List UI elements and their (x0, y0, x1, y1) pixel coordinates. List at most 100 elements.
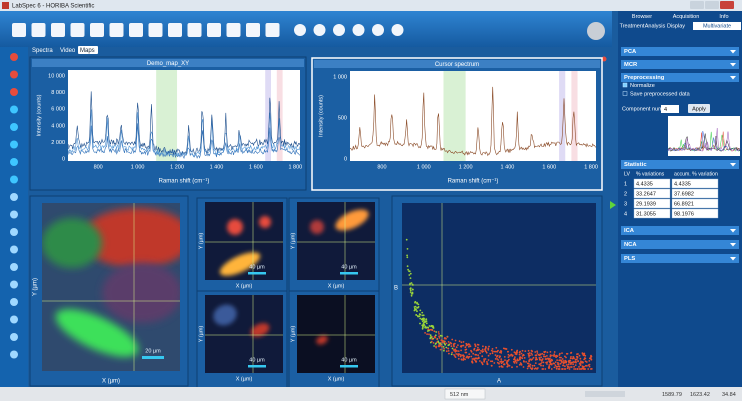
side-tool-icon[interactable] (10, 105, 18, 114)
side-tool-icon[interactable] (10, 53, 18, 61)
view-tab[interactable]: Maps (80, 48, 95, 54)
toolbar-icon[interactable] (129, 23, 143, 37)
table-cell-text: 4.4335 (636, 181, 653, 187)
scatter-dot (494, 354, 497, 356)
section-header[interactable] (621, 226, 739, 235)
side-tool-icon[interactable] (10, 88, 18, 96)
y-tick-label: 10 000 (48, 73, 65, 79)
scatter-dot (484, 349, 487, 352)
scatter-dot (431, 329, 434, 332)
preview-curve (667, 130, 741, 152)
scatter-dot (584, 360, 587, 363)
section-header[interactable] (621, 47, 739, 56)
scale-label: 40 µm (249, 264, 265, 270)
side-tool-icon[interactable] (10, 315, 18, 324)
scatter-dot (432, 342, 435, 344)
expand-arrow[interactable] (610, 201, 616, 209)
toolbar-icon[interactable] (148, 23, 163, 37)
scatter-dot (526, 367, 529, 370)
number-input[interactable] (661, 105, 679, 113)
scatter-dot (525, 361, 527, 363)
side-tool-icon[interactable] (10, 280, 18, 289)
map-blob (250, 323, 270, 337)
scatter-dot (541, 368, 544, 370)
toolbar-icon[interactable] (207, 23, 221, 37)
section-header[interactable] (621, 254, 739, 263)
panel-tab[interactable]: Analysis (645, 23, 666, 29)
side-tool-icon[interactable] (10, 245, 18, 254)
side-tool-icon[interactable] (10, 350, 18, 359)
toolbar-icon[interactable] (226, 23, 241, 37)
scatter-dot (530, 352, 533, 355)
section-header[interactable] (621, 60, 739, 69)
scatter-dot (481, 355, 484, 358)
scatter-dot (474, 357, 477, 360)
checkbox[interactable] (622, 91, 628, 96)
side-tool-icon[interactable] (10, 210, 18, 219)
panel-tab[interactable]: Browser (632, 14, 652, 20)
side-tool-icon[interactable] (10, 123, 18, 131)
scatter-dot (528, 360, 530, 363)
window-button[interactable] (720, 1, 734, 9)
side-tool-icon[interactable] (10, 140, 18, 149)
toolbar-icon[interactable] (372, 24, 384, 36)
toolbar-icon[interactable] (51, 23, 65, 37)
window-button[interactable] (705, 1, 719, 9)
panel-tab[interactable]: Display (667, 23, 685, 29)
side-tool-icon[interactable] (10, 193, 18, 201)
toolbar-icon[interactable] (109, 23, 124, 37)
table-cell-text: 33.2647 (636, 191, 656, 197)
toolbar-icon[interactable] (352, 24, 365, 36)
toolbar-icon[interactable] (187, 23, 202, 37)
side-tool-icon[interactable] (10, 333, 18, 341)
panel-title: Demo_map_XY (147, 61, 189, 67)
panel-tab[interactable]: Info (719, 14, 728, 20)
panel-tab[interactable]: Multivariate (703, 23, 731, 29)
side-tool-icon[interactable] (10, 175, 18, 184)
panel-tab[interactable]: Acquisition (673, 14, 700, 20)
checkbox[interactable] (622, 82, 628, 88)
scatter-dot (500, 350, 503, 353)
toolbar-icon[interactable] (294, 24, 306, 36)
side-tool-icon[interactable] (10, 228, 18, 236)
view-tab[interactable]: Spectra (32, 48, 53, 54)
side-tool-icon[interactable] (10, 263, 18, 271)
section-header[interactable] (621, 73, 739, 82)
scatter-dot (455, 346, 458, 349)
section-header[interactable] (621, 160, 739, 169)
scatter-dot (584, 368, 587, 370)
scatter-dot (480, 349, 482, 352)
toolbar-icon[interactable] (265, 23, 280, 37)
scatter-dot (447, 341, 450, 343)
toolbar-icon[interactable] (246, 23, 260, 37)
side-tool-icon[interactable] (10, 158, 18, 166)
section-arrow (730, 163, 736, 167)
plot-area (350, 71, 596, 161)
side-tool-icon[interactable] (10, 70, 18, 79)
scatter-dot (561, 352, 563, 354)
scatter-dot (564, 365, 566, 368)
apply-button[interactable] (688, 104, 710, 113)
scatter-dot (511, 366, 513, 369)
scatter-dot (549, 357, 551, 360)
toolbar-icon[interactable] (31, 23, 46, 37)
section-title: MCR (624, 62, 638, 68)
window-button[interactable] (690, 1, 704, 9)
toolbar-icon[interactable] (313, 24, 326, 36)
toolbar-icon[interactable] (90, 23, 104, 37)
y-tick-label: 8 000 (51, 90, 65, 96)
scatter-dot (507, 356, 510, 358)
scatter-dot (498, 362, 500, 365)
toolbar-icon[interactable] (333, 24, 345, 36)
toolbar-icon[interactable] (391, 24, 404, 36)
scatter-dot (425, 322, 428, 325)
panel-tab[interactable]: Treatment (620, 23, 645, 29)
scatter-dot (419, 309, 422, 312)
view-tab[interactable]: Video (60, 48, 76, 54)
scatter-dot (446, 336, 449, 338)
section-header[interactable] (621, 240, 739, 249)
side-tool-icon[interactable] (10, 298, 18, 306)
toolbar-icon[interactable] (168, 23, 182, 37)
toolbar-icon[interactable] (70, 23, 85, 37)
toolbar-icon[interactable] (12, 23, 26, 37)
